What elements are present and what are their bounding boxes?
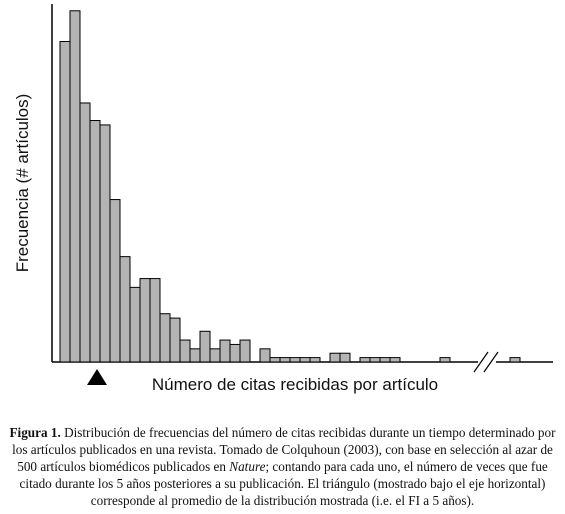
bar — [99, 124, 111, 363]
bar — [269, 357, 281, 363]
caption-text: ; contando para cada uno, el número de v… — [19, 459, 548, 508]
bar — [389, 357, 401, 363]
bar — [239, 339, 251, 363]
bar — [219, 339, 231, 363]
bar — [299, 357, 311, 363]
bar — [289, 357, 301, 363]
axis-break — [473, 351, 489, 373]
bar — [309, 357, 321, 363]
bar — [149, 278, 161, 363]
bar — [59, 41, 71, 363]
bar — [109, 199, 121, 363]
bar — [89, 120, 101, 363]
bar — [129, 286, 141, 363]
x-axis-label: Número de citas recibidas por artículo — [152, 375, 438, 394]
caption-label: Figura 1. — [9, 425, 61, 440]
bar — [279, 357, 291, 363]
bar — [359, 357, 371, 363]
bar — [79, 102, 91, 363]
mean-marker — [87, 369, 107, 385]
bar — [229, 343, 241, 363]
bar — [329, 352, 341, 363]
bar — [189, 348, 201, 363]
bar — [439, 357, 451, 363]
caption-text: Distribución de frecuencias del número d… — [12, 425, 556, 474]
bar — [379, 357, 391, 363]
bar — [169, 317, 181, 363]
caption-emphasis: Nature — [229, 459, 266, 474]
caption: Figura 1. Distribución de frecuencias de… — [6, 424, 559, 509]
bar — [209, 348, 221, 363]
bar — [119, 256, 131, 363]
bar — [369, 357, 381, 363]
axis-break — [483, 351, 499, 373]
bar — [179, 339, 191, 363]
bar — [139, 278, 151, 363]
bar — [69, 10, 81, 363]
chart: Frecuencia (# artículos) Número de citas… — [13, 4, 553, 394]
y-axis-label: Frecuencia (# artículos) — [13, 94, 32, 273]
bar — [159, 313, 171, 363]
bar — [199, 330, 211, 363]
bar — [259, 348, 271, 363]
bar — [339, 352, 351, 363]
bar — [509, 357, 521, 363]
